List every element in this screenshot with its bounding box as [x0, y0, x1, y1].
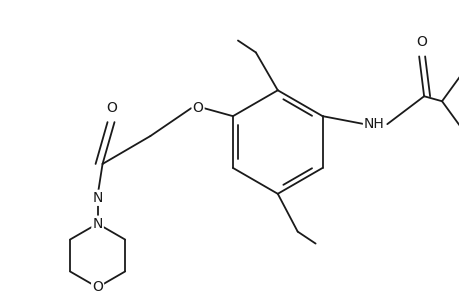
Text: N: N: [92, 217, 102, 231]
Text: N: N: [92, 191, 102, 205]
Text: O: O: [106, 101, 117, 115]
Text: NH: NH: [363, 117, 384, 131]
Text: O: O: [92, 280, 103, 294]
Text: O: O: [416, 35, 427, 50]
Text: O: O: [192, 101, 203, 115]
